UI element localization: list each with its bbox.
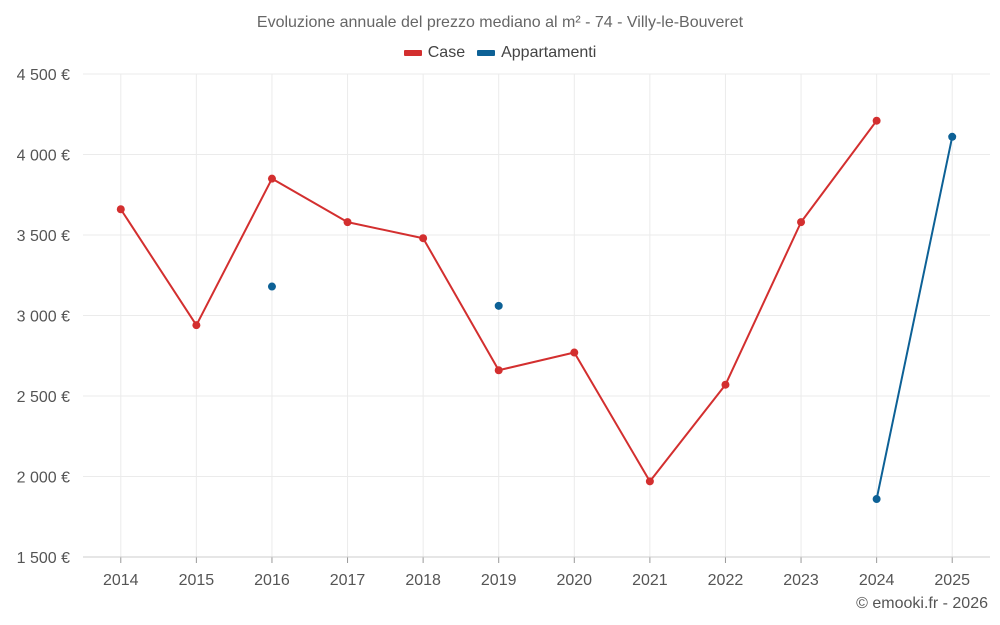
data-point-case-2019 bbox=[494, 366, 503, 375]
x-tick-label: 2017 bbox=[330, 572, 366, 589]
chart-title: Evoluzione annuale del prezzo mediano al… bbox=[256, 14, 744, 31]
y-tick-label: 2 500 € bbox=[17, 389, 70, 406]
x-tick-label: 2021 bbox=[632, 572, 668, 589]
x-tick-label: 2015 bbox=[179, 572, 215, 589]
y-tick-label: 1 500 € bbox=[17, 550, 70, 567]
data-point-appartamenti-2016 bbox=[267, 282, 276, 291]
legend-label-appartamenti: Appartamenti bbox=[501, 44, 597, 61]
y-tick-label: 3 500 € bbox=[17, 228, 70, 245]
data-point-appartamenti-2024 bbox=[872, 495, 881, 504]
x-tick-label: 2023 bbox=[783, 572, 819, 589]
y-tick-label: 2 000 € bbox=[17, 470, 70, 487]
x-tick-label: 2019 bbox=[481, 572, 517, 589]
data-point-case-2023 bbox=[797, 218, 806, 227]
series-line-case bbox=[119, 208, 198, 327]
legend-label-case: Case bbox=[427, 44, 466, 61]
data-point-case-2016 bbox=[267, 174, 276, 183]
x-tick-label: 2022 bbox=[708, 572, 744, 589]
x-tick-label: 2014 bbox=[103, 572, 139, 589]
data-point-case-2020 bbox=[570, 348, 579, 357]
series-line-case bbox=[573, 351, 651, 483]
x-tick-label: 2024 bbox=[859, 572, 895, 589]
series-line-case bbox=[422, 237, 500, 372]
data-point-case-2015 bbox=[192, 321, 201, 330]
series-line-case bbox=[800, 119, 878, 224]
data-point-case-2014 bbox=[116, 205, 125, 214]
data-point-appartamenti-2019 bbox=[494, 301, 503, 310]
legend-item-appartamenti[interactable]: Appartamenti bbox=[477, 44, 596, 62]
legend-swatch-case bbox=[403, 50, 422, 56]
legend-swatch-appartamenti bbox=[477, 50, 496, 56]
x-tick-label: 2020 bbox=[556, 572, 592, 589]
data-point-case-2018 bbox=[419, 234, 428, 243]
series-line-case bbox=[270, 177, 349, 224]
x-tick-label: 2016 bbox=[254, 572, 290, 589]
y-tick-label: 3 000 € bbox=[17, 309, 70, 326]
data-point-case-2024 bbox=[872, 116, 881, 125]
x-tick-label: 2018 bbox=[405, 572, 441, 589]
x-tick-label: 2025 bbox=[934, 572, 970, 589]
legend: Case Appartamenti bbox=[0, 44, 1000, 62]
series-line-case bbox=[497, 351, 576, 372]
series-line-case bbox=[648, 383, 727, 483]
y-tick-label: 4 500 € bbox=[17, 67, 70, 84]
data-point-case-2021 bbox=[645, 477, 654, 486]
series-line-appartamenti bbox=[875, 135, 954, 501]
y-tick-label: 4 000 € bbox=[17, 148, 70, 165]
legend-item-case[interactable]: Case bbox=[403, 44, 466, 62]
series-line-case bbox=[724, 221, 803, 386]
credit-text: © emooki.fr - 2026 bbox=[856, 595, 988, 612]
data-point-case-2022 bbox=[721, 380, 730, 389]
series-line-case bbox=[346, 221, 425, 240]
data-point-appartamenti-2025 bbox=[948, 132, 957, 141]
data-point-case-2017 bbox=[343, 218, 352, 227]
series-line-case bbox=[195, 177, 273, 327]
